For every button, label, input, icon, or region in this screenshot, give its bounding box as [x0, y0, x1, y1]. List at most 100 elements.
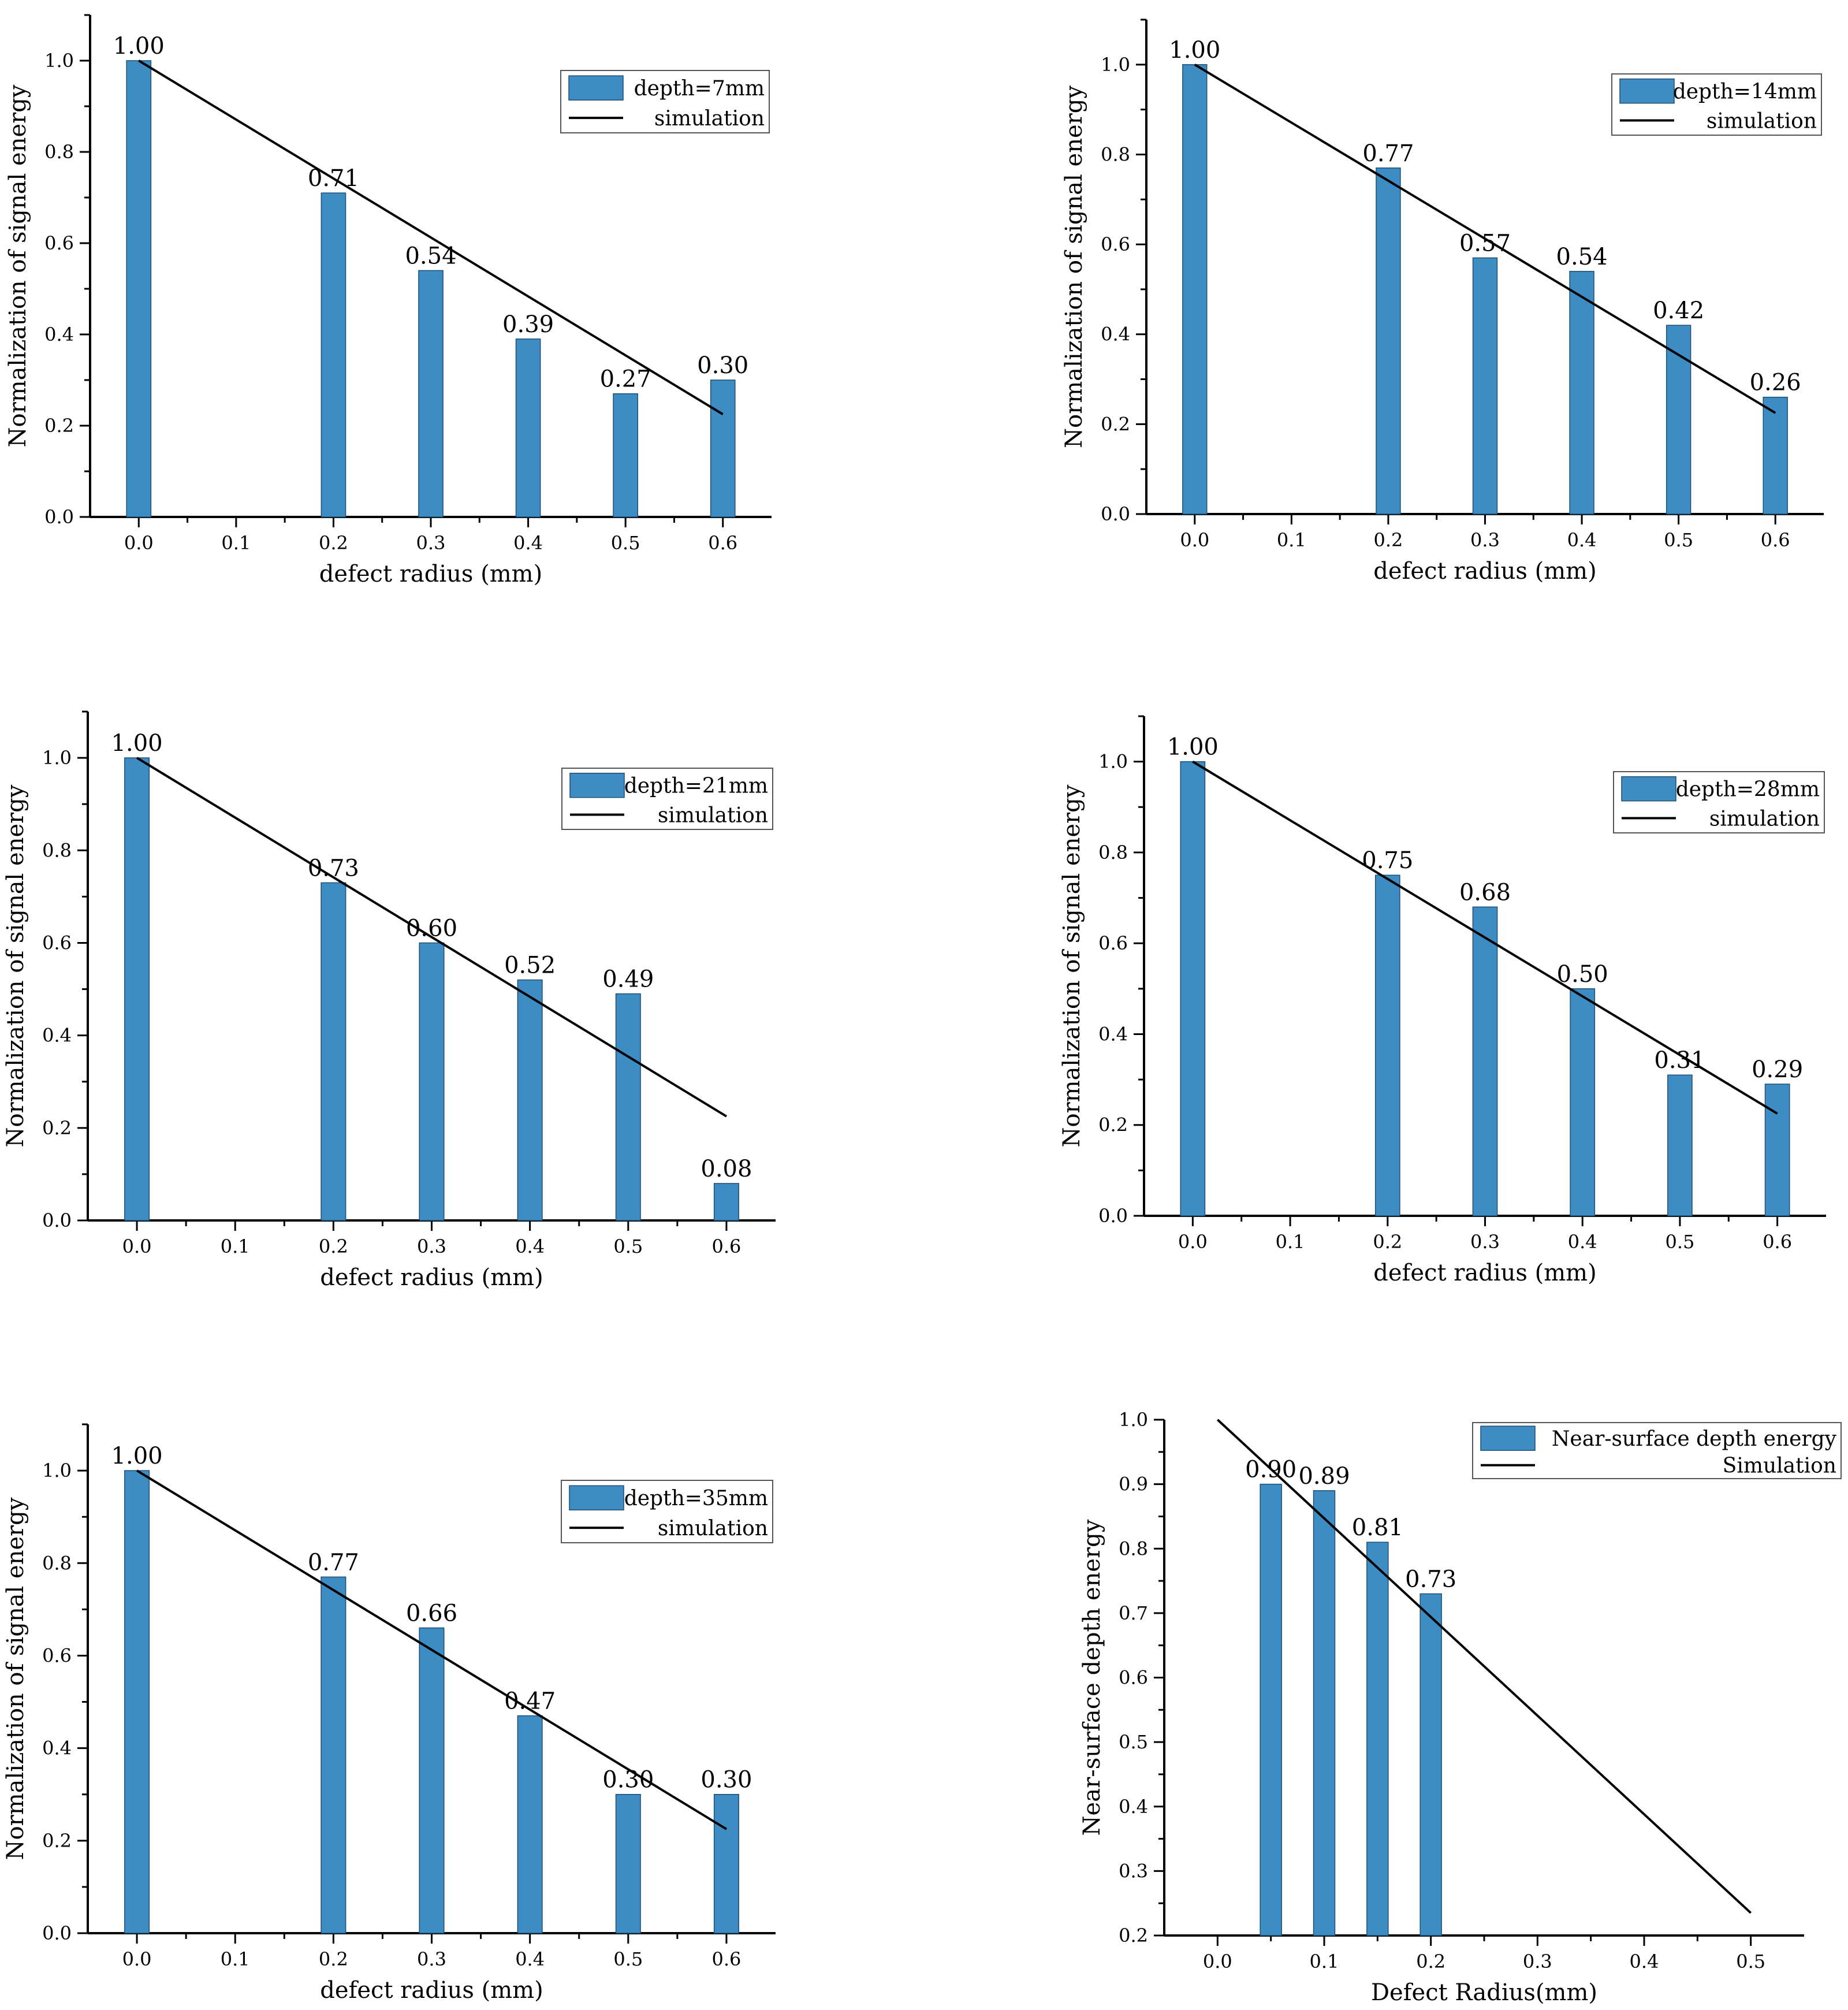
chart-panel-depth-21mm: 0.0 0.2 0.4 0.6 0.8 1.0 0.0 0.1 0.2 0.3 0.4 0.5 0.6 d… — [2, 710, 776, 1291]
x-tick-label: 0.4 — [513, 532, 543, 554]
y-axis-title: Near-surface depth energy — [1079, 1519, 1105, 1836]
bar — [713, 1793, 739, 1934]
legend-line-label: simulation — [654, 107, 765, 131]
legend-bar-swatch — [569, 1485, 624, 1510]
bar-value-label: 0.77 — [1362, 140, 1414, 167]
bar-value-label: 1.00 — [111, 1443, 163, 1469]
bar-value-label: 0.89 — [1298, 1463, 1350, 1490]
y-tick-label: 0.6 — [42, 932, 72, 954]
bar — [613, 393, 638, 518]
y-tick-label: 0.9 — [1119, 1473, 1148, 1495]
y-tick-label: 0.2 — [1101, 413, 1130, 435]
y-tick-label: 0.5 — [1119, 1731, 1148, 1753]
bar — [1763, 396, 1788, 515]
x-tick-label: 0.1 — [221, 532, 251, 554]
bar-value-label: 0.42 — [1653, 297, 1704, 324]
bar-value-label: 1.00 — [113, 33, 165, 59]
bar — [1366, 1542, 1389, 1936]
x-tick-label: 0.2 — [319, 532, 348, 554]
x-tick-label: 0.4 — [515, 1235, 545, 1257]
x-tick-label: 0.3 — [1470, 529, 1500, 551]
x-tick-label: 0.5 — [1664, 529, 1693, 551]
legend-line-label: simulation — [658, 1517, 768, 1540]
bar-value-label: 0.52 — [504, 952, 556, 979]
bar-value-label: 0.66 — [406, 1600, 457, 1626]
bar — [124, 1470, 150, 1934]
legend-bar-label: depth=21mm — [624, 775, 768, 798]
y-tick-label: 0.2 — [1098, 1114, 1128, 1136]
y-tick-label: 0.4 — [1119, 1796, 1148, 1818]
bar-value-label: 0.73 — [1405, 1566, 1456, 1592]
chart-panel-near-surface: 0.2 0.3 0.4 0.5 0.6 0.7 0.8 0.9 1.0 0.0 0.1 0.2 0.3 0… — [1079, 1409, 1842, 2006]
x-tick-label: 0.5 — [1736, 1951, 1765, 1972]
legend-bar-label: depth=35mm — [624, 1487, 768, 1510]
y-axis-title: Normalization of signal energy — [1059, 784, 1085, 1147]
y-tick-label: 1.0 — [1098, 751, 1128, 773]
bar — [1376, 168, 1401, 515]
legend-bar-swatch — [1480, 1425, 1536, 1451]
bar — [515, 338, 541, 518]
bar — [1374, 874, 1400, 1216]
x-tick-label: 0.6 — [1761, 529, 1790, 551]
legend-line-label: Simulation — [1723, 1454, 1836, 1478]
y-axis-title: Normalization of signal energy — [5, 84, 31, 447]
x-tick-label: 0.0 — [1178, 1231, 1208, 1253]
x-tick-label: 0.5 — [1665, 1231, 1694, 1253]
x-tick-label: 0.0 — [1203, 1951, 1232, 1972]
bar-value-label: 0.68 — [1459, 879, 1511, 906]
chart-panel-depth-28mm: 0.0 0.2 0.4 0.6 0.8 1.0 0.0 0.1 0.2 0.3 0.4 0.5 0.6 d… — [1059, 715, 1826, 1286]
legend-bar-swatch — [1621, 776, 1676, 802]
legend-line-label: simulation — [658, 804, 768, 828]
bar — [321, 192, 346, 518]
bar-value-label: 0.26 — [1750, 370, 1801, 396]
bar — [124, 757, 150, 1221]
bar — [517, 979, 543, 1221]
y-tick-label: 1.0 — [42, 747, 72, 769]
y-axis-title: Normalization of signal energy — [2, 1497, 29, 1860]
x-tick-label: 0.1 — [1310, 1951, 1339, 1972]
x-axis-title: defect radius (mm) — [319, 561, 542, 587]
legend-bar-label: depth=7mm — [634, 77, 765, 100]
bar-value-label: 0.31 — [1654, 1047, 1705, 1074]
bar-value-label: 1.00 — [1167, 734, 1219, 761]
y-tick-label: 0.8 — [42, 1552, 72, 1574]
y-tick-label: 0.2 — [42, 1830, 72, 1852]
bar-value-label: 0.54 — [1556, 244, 1608, 270]
bar-value-label: 0.30 — [697, 352, 748, 379]
y-axis-title: Normalization of signal energy — [2, 784, 29, 1147]
bar-value-label: 0.81 — [1352, 1514, 1403, 1541]
x-tick-label: 0.6 — [711, 1235, 741, 1257]
x-tick-label: 0.6 — [1763, 1231, 1792, 1253]
y-tick-label: 0.0 — [42, 1209, 72, 1231]
bar-value-label: 0.54 — [405, 243, 456, 269]
bar — [419, 1627, 445, 1934]
bar — [418, 270, 444, 518]
y-axis-title: Normalization of signal energy — [1061, 85, 1087, 448]
bar — [419, 942, 445, 1221]
bar — [517, 1715, 543, 1934]
x-tick-label: 0.1 — [1276, 1231, 1305, 1253]
legend-line-label: simulation — [1707, 110, 1817, 133]
bar — [1570, 988, 1596, 1216]
y-tick-label: 0.4 — [42, 1025, 72, 1047]
y-tick-label: 0.2 — [1119, 1925, 1148, 1946]
bar — [126, 60, 152, 518]
bar — [1472, 906, 1498, 1216]
legend: depth=35mm simulation — [561, 1480, 773, 1543]
x-tick-label: 0.2 — [1373, 529, 1403, 551]
bar-value-label: 0.50 — [1557, 961, 1608, 988]
bar — [615, 1793, 641, 1934]
x-axis-title: Defect Radius(mm) — [1371, 1979, 1597, 2006]
bar-value-label: 0.57 — [1459, 230, 1511, 256]
bar — [1182, 64, 1208, 515]
y-tick-label: 0.8 — [44, 141, 74, 163]
bar-value-label: 0.08 — [701, 1156, 752, 1182]
x-tick-label: 0.3 — [1523, 1951, 1552, 1972]
x-tick-label: 0.6 — [708, 532, 737, 554]
x-tick-label: 0.3 — [416, 532, 446, 554]
x-axis-title: defect radius (mm) — [320, 1264, 543, 1291]
y-tick-label: 0.6 — [44, 232, 74, 254]
chart-panel-depth-14mm: 0.0 0.2 0.4 0.6 0.8 1.0 0.0 0.1 0.2 0.3 0.4 0.5 0.6 d… — [1061, 18, 1824, 585]
x-tick-label: 0.1 — [1277, 529, 1306, 551]
